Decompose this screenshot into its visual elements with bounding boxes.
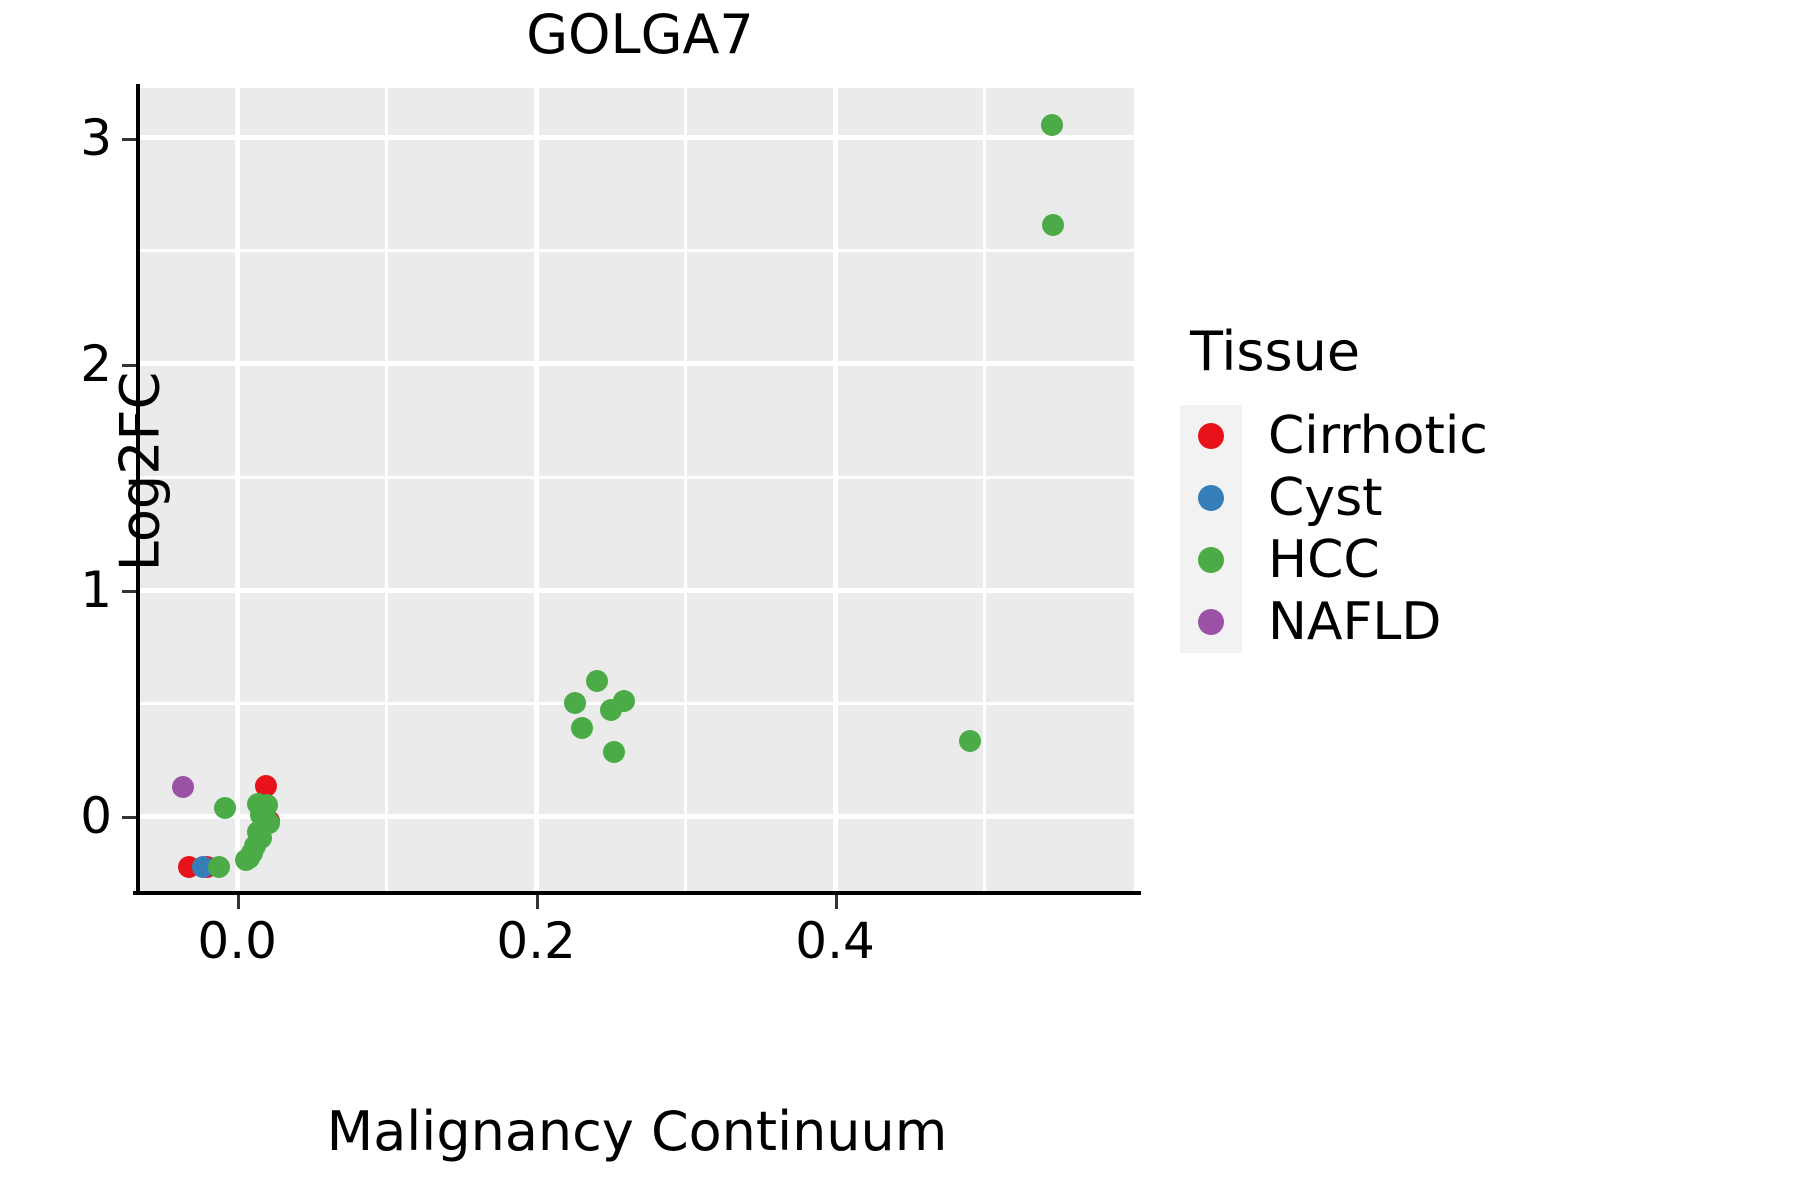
x-tick-mark <box>835 895 839 909</box>
x-tick-label: 0.0 <box>197 912 277 970</box>
legend-item-label: Cirrhotic <box>1268 406 1488 466</box>
y-axis-title: Log2FC <box>108 371 172 572</box>
y-tick-label: 0 <box>80 787 112 846</box>
plot-panel <box>140 88 1134 891</box>
data-point-hcc <box>563 692 586 715</box>
data-point-hcc <box>208 856 231 879</box>
page-title: GOLGA7 <box>526 3 754 66</box>
data-point-hcc <box>1042 213 1065 236</box>
data-point-hcc <box>571 717 594 740</box>
y-tick-label: 2 <box>80 334 112 393</box>
gridline-horizontal <box>140 135 1134 141</box>
y-tick-mark <box>122 590 136 594</box>
x-axis-line <box>133 891 1141 895</box>
y-tick-label: 3 <box>80 108 112 167</box>
gridline-vertical-minor <box>983 88 987 891</box>
legend-item-cyst[interactable]: Cyst <box>1180 467 1780 529</box>
legend: Tissue Cirrhotic Cyst HCC NAFLD <box>1180 320 1780 653</box>
x-tick-label: 0.4 <box>795 912 875 970</box>
x-tick-mark <box>237 895 241 909</box>
gridline-horizontal-minor <box>140 701 1134 705</box>
legend-item-nafld[interactable]: NAFLD <box>1180 591 1780 653</box>
y-tick-mark <box>122 363 136 367</box>
gridline-vertical <box>533 88 539 891</box>
legend-key-swatch <box>1180 529 1242 591</box>
data-point-hcc <box>1040 114 1063 137</box>
gridline-vertical <box>832 88 838 891</box>
data-point-hcc <box>586 669 609 692</box>
gridline-horizontal <box>140 587 1134 593</box>
x-tick-label: 0.2 <box>496 912 576 970</box>
legend-item-cirrhotic[interactable]: Cirrhotic <box>1180 405 1780 467</box>
legend-dot-icon <box>1198 485 1224 511</box>
y-tick-mark <box>122 137 136 141</box>
legend-item-label: HCC <box>1268 530 1380 590</box>
legend-dot-icon <box>1198 609 1224 635</box>
legend-item-hcc[interactable]: HCC <box>1180 529 1780 591</box>
gridline-horizontal-minor <box>140 475 1134 479</box>
legend-key-swatch <box>1180 591 1242 653</box>
data-point-hcc <box>958 729 981 752</box>
gridline-vertical <box>234 88 240 891</box>
legend-item-label: Cyst <box>1268 468 1383 528</box>
data-point-hcc <box>602 740 625 763</box>
y-tick-mark <box>122 816 136 820</box>
legend-item-label: NAFLD <box>1268 592 1442 652</box>
y-axis-line <box>136 84 140 895</box>
legend-items: Cirrhotic Cyst HCC NAFLD <box>1180 405 1780 653</box>
data-point-hcc <box>235 849 258 872</box>
data-point-nafld <box>172 775 195 798</box>
gridline-horizontal <box>140 361 1134 367</box>
data-point-hcc <box>214 797 237 820</box>
legend-key-swatch <box>1180 467 1242 529</box>
data-point-cirrhotic <box>254 774 277 797</box>
data-point-hcc <box>599 699 622 722</box>
gridline-vertical-minor <box>684 88 688 891</box>
gridline-horizontal-minor <box>140 249 1134 253</box>
gridline-horizontal <box>140 813 1134 819</box>
legend-key-swatch <box>1180 405 1242 467</box>
x-axis-title: Malignancy Continuum <box>326 1100 948 1163</box>
legend-dot-icon <box>1198 423 1224 449</box>
x-tick-mark <box>536 895 540 909</box>
legend-dot-icon <box>1198 547 1224 573</box>
y-tick-label: 1 <box>80 561 112 620</box>
legend-title: Tissue <box>1190 320 1361 383</box>
gridline-vertical-minor <box>385 88 389 891</box>
